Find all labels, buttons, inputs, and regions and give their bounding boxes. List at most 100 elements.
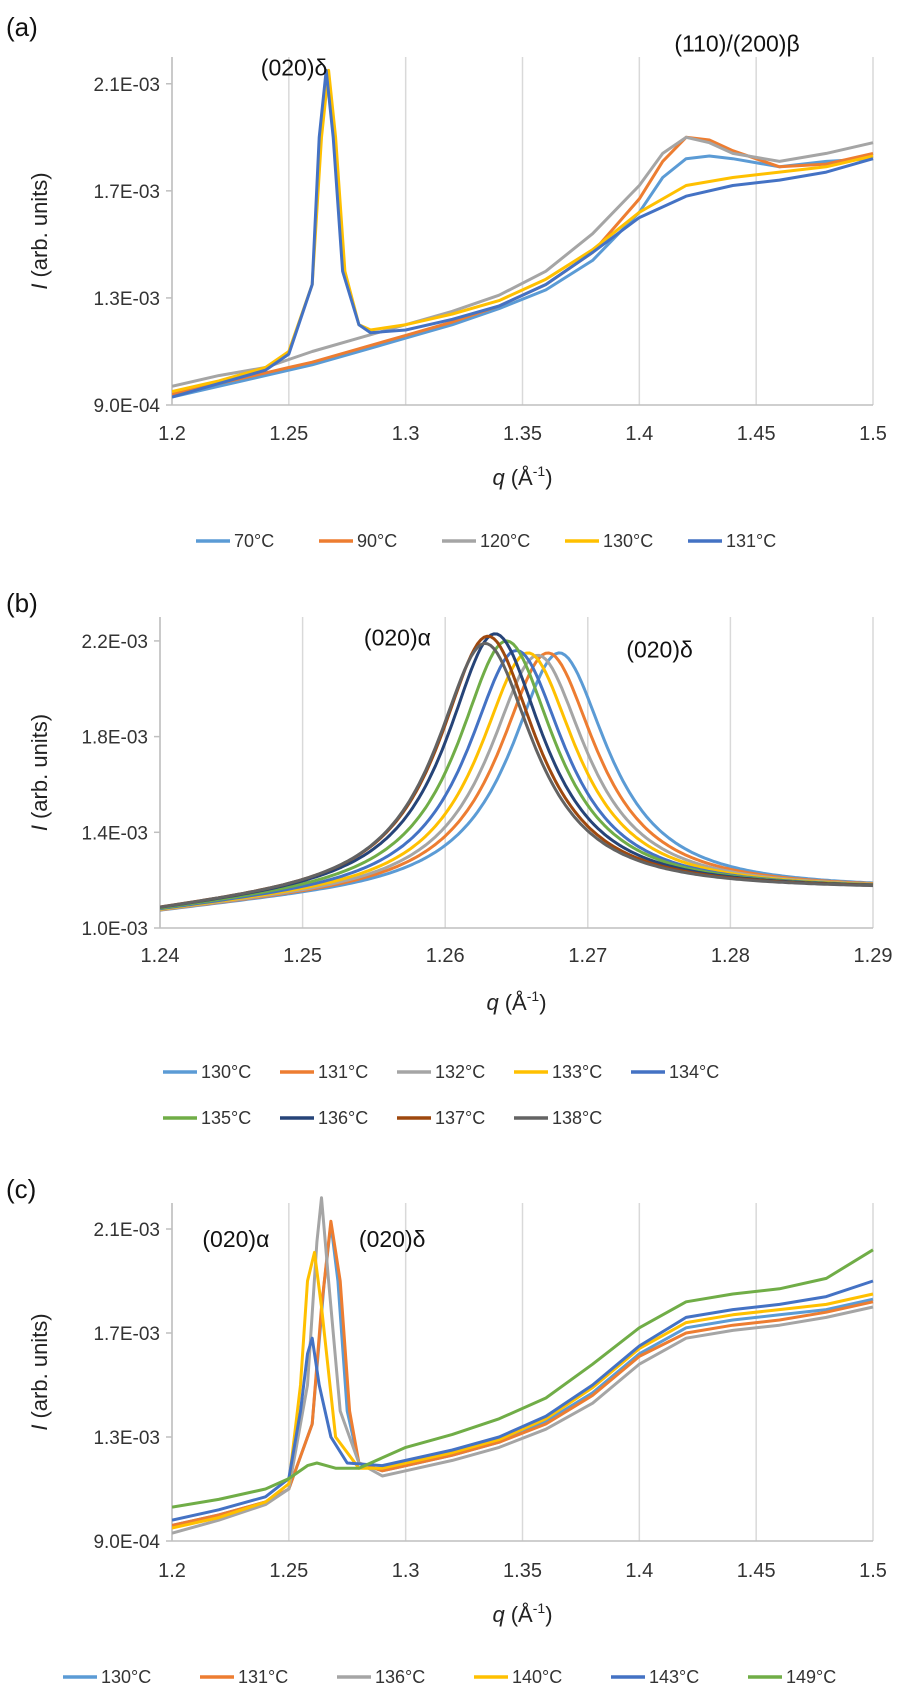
legend-label: 135°C	[201, 1108, 251, 1128]
x-axis-title: q (Å-1)	[492, 463, 552, 490]
chart-panel-a: (a) 9.0E-04 1.3E-03 1.7E-03 2.1E-03 1.2 1.25 1.…	[6, 12, 887, 551]
series-line-120c	[172, 135, 874, 388]
x-tick-label: 1.25	[269, 423, 308, 445]
series-line-149c	[172, 1248, 874, 1509]
peak-annotation: (020)α	[364, 625, 431, 651]
legend-label: 134°C	[669, 1062, 719, 1082]
x-axis-unit: (Å	[505, 990, 527, 1015]
x-tick-label: 1.29	[854, 945, 893, 967]
y-tick-label: 2.1E-03	[93, 1220, 160, 1241]
x-axis-unit-exponent: -1	[533, 463, 546, 479]
legend-label: 143°C	[649, 1667, 699, 1687]
x-axis-unit-close: )	[539, 990, 546, 1015]
x-axis-title: q (Å-1)	[486, 988, 546, 1015]
x-axis-unit-exponent: -1	[533, 1600, 546, 1616]
chart-panel-c: (c) 9.0E-04 1.3E-03 1.7E-03 2.1E-03 1.2 1.25 1.…	[6, 1174, 887, 1687]
series-line-136c	[172, 1196, 874, 1535]
x-tick-label: 1.45	[737, 423, 776, 445]
x-axis-unit-close: )	[545, 465, 552, 490]
series-line-131c	[172, 1219, 874, 1527]
series-line-138c	[160, 641, 874, 909]
panel-label: (a)	[6, 12, 38, 42]
x-tick-label: 1.25	[283, 945, 322, 967]
series-line-131c	[160, 651, 874, 912]
y-tick-label: 2.2E-03	[81, 632, 148, 653]
x-tick-label: 1.24	[141, 945, 180, 967]
peak-annotation: (020)δ	[261, 55, 328, 81]
x-axis-variable: q	[492, 1602, 505, 1627]
y-axis-variable: I	[27, 1425, 52, 1431]
legend-label: 137°C	[435, 1108, 485, 1128]
y-axis-title: I (arb. units)	[27, 172, 52, 289]
x-axis-variable: q	[486, 990, 499, 1015]
panel-label: (c)	[6, 1174, 36, 1204]
series-line-133c	[160, 651, 874, 911]
y-tick-label: 2.1E-03	[93, 75, 160, 96]
x-tick-label: 1.27	[568, 945, 607, 967]
peak-annotation: (020)δ	[359, 1226, 426, 1252]
legend-label: 90°C	[357, 531, 397, 551]
x-tick-label: 1.4	[625, 1560, 653, 1582]
legend-label: 132°C	[435, 1062, 485, 1082]
series-line-140c	[172, 1250, 874, 1530]
series-line-137c	[160, 634, 874, 909]
y-axis-variable: I	[27, 284, 52, 290]
x-tick-label: 1.28	[711, 945, 750, 967]
x-tick-label: 1.5	[859, 423, 887, 445]
series-line-131c	[172, 68, 874, 399]
legend-label: 136°C	[375, 1667, 425, 1687]
legend-label: 131°C	[238, 1667, 288, 1687]
y-axis-title: I (arb. units)	[27, 714, 52, 831]
x-tick-label: 1.45	[737, 1560, 776, 1582]
x-axis-variable: q	[492, 465, 505, 490]
x-tick-label: 1.4	[625, 423, 653, 445]
legend-label: 140°C	[512, 1667, 562, 1687]
y-tick-label: 1.3E-03	[93, 1428, 160, 1449]
legend-label: 130°C	[603, 531, 653, 551]
series-line-70c	[172, 154, 874, 399]
y-axis-variable: I	[27, 825, 52, 831]
peak-annotation: (020)δ	[626, 637, 693, 663]
x-tick-label: 1.3	[392, 423, 420, 445]
x-tick-label: 1.3	[392, 1560, 420, 1582]
series-line-136c	[160, 632, 873, 909]
y-tick-label: 1.4E-03	[81, 823, 148, 844]
plot-area	[160, 632, 874, 912]
legend-label: 133°C	[552, 1062, 602, 1082]
x-tick-label: 1.2	[158, 1560, 186, 1582]
legend-label: 70°C	[234, 531, 274, 551]
plot-area	[172, 1196, 874, 1535]
x-axis-unit: (Å	[511, 465, 533, 490]
y-tick-label: 1.7E-03	[93, 182, 160, 203]
series-line-143c	[172, 1279, 874, 1522]
peak-annotation: (110)/(200)β	[674, 31, 799, 57]
x-tick-label: 1.35	[503, 423, 542, 445]
y-axis-unit: (arb. units)	[27, 172, 52, 277]
y-axis-unit: (arb. units)	[27, 714, 52, 819]
x-axis-unit-exponent: -1	[527, 988, 540, 1004]
y-axis-unit: (arb. units)	[27, 1313, 52, 1418]
plot-area	[172, 68, 874, 399]
y-tick-label: 1.0E-03	[81, 919, 148, 940]
x-tick-label: 1.26	[426, 945, 465, 967]
legend-label: 130°C	[101, 1667, 151, 1687]
y-tick-label: 9.0E-04	[93, 396, 160, 417]
y-axis-title: I (arb. units)	[27, 1313, 52, 1430]
x-axis-unit: (Å	[511, 1602, 533, 1627]
panel-label: (b)	[6, 588, 38, 618]
chart-panel-b: (b) 1.0E-03 1.4E-03 1.8E-03 2.2E-03 1.24 1.25 1…	[6, 588, 892, 1128]
legend-label: 131°C	[318, 1062, 368, 1082]
legend-label: 131°C	[726, 531, 776, 551]
x-tick-label: 1.5	[859, 1560, 887, 1582]
y-tick-label: 1.7E-03	[93, 1324, 160, 1345]
y-tick-label: 1.3E-03	[93, 289, 160, 310]
y-tick-label: 1.8E-03	[81, 728, 148, 749]
series-line-134c	[160, 649, 874, 911]
legend-label: 136°C	[318, 1108, 368, 1128]
legend-label: 149°C	[786, 1667, 836, 1687]
x-axis-unit-close: )	[545, 1602, 552, 1627]
x-tick-label: 1.2	[158, 423, 186, 445]
x-axis-title: q (Å-1)	[492, 1600, 552, 1627]
series-line-130c	[160, 651, 874, 912]
